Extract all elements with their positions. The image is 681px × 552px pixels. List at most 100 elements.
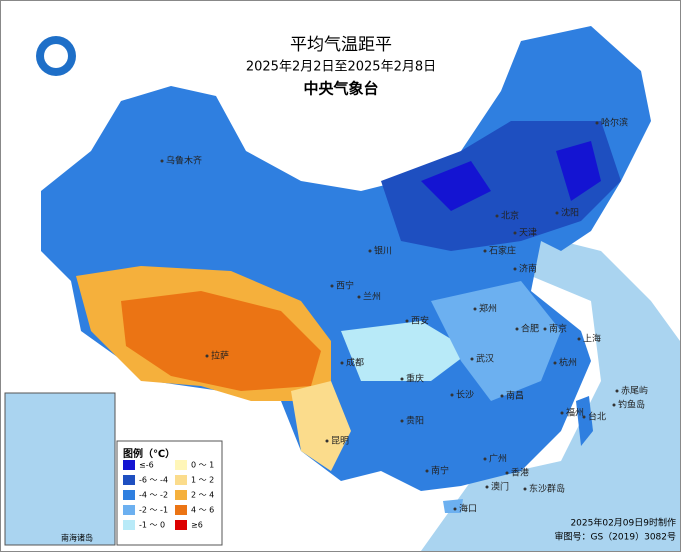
city-label: 济南 [519,263,537,275]
legend-swatch [123,505,135,515]
legend-swatch [123,460,135,470]
city-dot [450,393,454,397]
city-dot [560,411,564,415]
city-label: 拉萨 [211,350,229,362]
city-dot [357,295,361,299]
city-label: 东沙群岛 [529,483,565,495]
city-dot [555,211,559,215]
city-dot [505,471,509,475]
city-label: 郑州 [479,303,497,315]
city-label: 西宁 [336,280,354,292]
city-label: 香港 [511,467,529,479]
legend-swatch [123,475,135,485]
city-label: 石家庄 [489,245,516,257]
city-label: 广州 [489,453,507,465]
city-dot [205,354,209,358]
legend-label: 2 ～ 4 [191,491,214,500]
region-yunnan [291,381,351,471]
city-label: 杭州 [559,357,577,369]
legend-swatch [123,520,135,530]
legend-label: -1 ～ 0 [139,521,165,530]
city-label: 上海 [583,333,601,345]
city-dot [515,327,519,331]
subtitle: 2025年2月2日至2025年2月8日 [246,60,436,75]
city-label: 兰州 [363,291,381,303]
city-label: 银川 [374,245,392,257]
sea [421,236,680,551]
city-label: 西安 [411,315,429,327]
city-label: 昆明 [331,436,349,447]
city-label: 天津 [519,228,537,239]
city-dot [513,267,517,271]
region-coldest-ne [556,141,601,201]
city-dot [543,327,547,331]
region-warmer [121,291,321,391]
legend-label: 4 ～ 6 [191,506,214,515]
logo-inner [44,44,68,68]
city-label: 台北 [588,411,606,423]
city-dot [612,403,616,407]
org: 中央气象台 [303,80,378,98]
region-central [431,281,561,401]
legend-swatch [175,505,187,515]
city-dot [453,507,457,511]
city-dot [595,121,599,125]
city-dot [473,307,477,311]
legend-title: 图例（℃） [123,447,175,460]
city-dot [483,249,487,253]
city-dot [470,357,474,361]
footer-made: 2025年02月09日9时制作 [570,517,676,529]
legend-swatch [175,520,187,530]
city-label: 合肥 [521,323,539,335]
city-label: 海口 [459,503,477,515]
city-label: 澳门 [491,481,509,493]
title: 平均气温距平 [290,35,392,55]
city-dot [500,394,504,398]
city-dot [553,361,557,365]
inset-label: 南海诸岛 [61,533,93,543]
city-dot [160,159,164,163]
legend-label: -6 ～ -4 [139,476,168,485]
city-label: 长沙 [456,389,474,401]
legend-swatch [175,460,187,470]
legend-label: 1 ～ 2 [191,476,214,485]
city-label: 贵阳 [406,415,424,427]
city-label: 福州 [566,407,584,419]
city-label: 南京 [549,323,567,335]
city-label: 成都 [346,357,364,369]
legend-label: ≤-6 [139,461,154,470]
legend-swatch [175,475,187,485]
hainan [443,499,463,513]
city-label: 北京 [501,210,519,222]
city-dot [400,419,404,423]
city-label: 南昌 [506,390,524,402]
taiwan [576,396,593,446]
city-dot [425,469,429,473]
city-dot [405,319,409,323]
city-dot [483,457,487,461]
legend-label: ≥6 [191,521,203,530]
city-dot [615,389,619,393]
city-label: 重庆 [406,373,424,385]
city-dot [325,439,329,443]
legend-swatch [175,490,187,500]
city-dot [513,231,517,235]
city-label: 乌鲁木齐 [166,155,202,167]
legend-label: 0 ～ 1 [191,461,214,470]
city-label: 沈阳 [561,207,579,219]
city-label: 南宁 [431,465,449,477]
inset [4,392,116,546]
legend-label: -2 ～ -1 [139,506,168,515]
footer-approval: 审图号：GS（2019）3082号 [555,531,677,543]
region-sichuan [341,321,471,381]
legend-label: -4 ～ -2 [139,491,168,500]
city-dot [340,361,344,365]
region-coldest [421,161,491,211]
city-label: 赤尾屿 [621,386,648,397]
city-dot [400,377,404,381]
city-dot [577,337,581,341]
city-label: 钓鱼岛 [618,399,645,411]
city-dot [368,249,372,253]
